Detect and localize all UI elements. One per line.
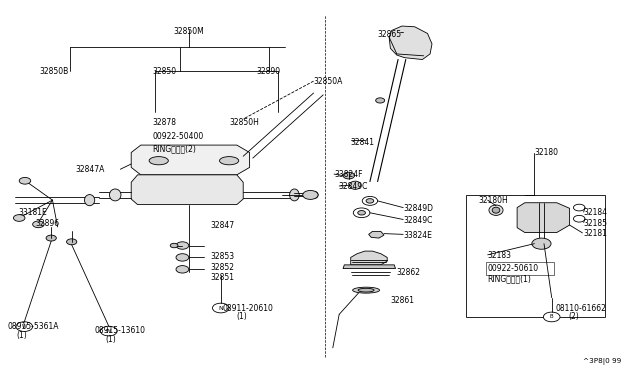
Text: 32852: 32852: [210, 263, 234, 272]
Text: 32850A: 32850A: [314, 77, 343, 86]
Ellipse shape: [489, 205, 503, 215]
Text: 33824F: 33824F: [334, 170, 363, 179]
Text: (2): (2): [568, 312, 579, 321]
Text: W: W: [106, 328, 111, 334]
Ellipse shape: [220, 157, 239, 165]
Text: 32850H: 32850H: [229, 118, 259, 126]
Text: ^3P8|0 99: ^3P8|0 99: [582, 358, 621, 365]
Text: 32890: 32890: [256, 67, 280, 76]
Circle shape: [353, 208, 370, 218]
Circle shape: [358, 211, 365, 215]
Text: 32841: 32841: [351, 138, 375, 147]
Circle shape: [366, 199, 374, 203]
Text: 32862: 32862: [397, 268, 421, 277]
Circle shape: [543, 312, 560, 322]
Text: 00922-50400: 00922-50400: [152, 132, 204, 141]
Polygon shape: [389, 26, 432, 60]
Polygon shape: [369, 231, 384, 238]
Text: 32183: 32183: [488, 251, 512, 260]
Circle shape: [100, 326, 117, 336]
Text: W: W: [22, 324, 27, 329]
Text: 33181E: 33181E: [18, 208, 47, 217]
Circle shape: [16, 322, 33, 331]
Text: 32849D: 32849D: [403, 204, 433, 213]
Text: (1): (1): [237, 312, 248, 321]
Text: 08915-13610: 08915-13610: [95, 326, 146, 335]
Text: 32896: 32896: [35, 219, 60, 228]
Ellipse shape: [353, 287, 380, 293]
Text: 08915-5361A: 08915-5361A: [8, 322, 59, 331]
Bar: [486, 262, 554, 275]
Text: N: N: [218, 305, 223, 311]
Ellipse shape: [109, 189, 121, 201]
Ellipse shape: [149, 157, 168, 165]
Text: 32849C: 32849C: [338, 182, 367, 191]
Circle shape: [19, 177, 31, 184]
Circle shape: [176, 266, 189, 273]
Text: 08911-20610: 08911-20610: [223, 304, 273, 312]
Circle shape: [176, 254, 189, 261]
Circle shape: [33, 221, 44, 228]
Text: 32853: 32853: [210, 252, 234, 261]
Text: 32850M: 32850M: [173, 27, 204, 36]
Circle shape: [362, 196, 378, 205]
Bar: [466, 195, 605, 317]
Ellipse shape: [290, 189, 300, 201]
Text: 32180: 32180: [534, 148, 558, 157]
Circle shape: [176, 242, 189, 249]
Text: 00922-50610: 00922-50610: [488, 264, 539, 273]
Text: 32181: 32181: [584, 229, 607, 238]
Ellipse shape: [358, 288, 374, 292]
Text: (1): (1): [16, 331, 27, 340]
Circle shape: [170, 243, 178, 248]
Text: 32849C: 32849C: [403, 216, 433, 225]
Polygon shape: [517, 203, 570, 232]
Polygon shape: [131, 175, 243, 205]
Text: 32847: 32847: [210, 221, 234, 230]
Circle shape: [212, 303, 229, 313]
Circle shape: [532, 238, 551, 249]
Text: 32184: 32184: [584, 208, 608, 217]
Circle shape: [13, 215, 25, 221]
Text: 32180H: 32180H: [479, 196, 508, 205]
Polygon shape: [343, 265, 396, 269]
Text: RINGリング(1): RINGリング(1): [488, 275, 532, 283]
Text: B: B: [550, 314, 554, 320]
Circle shape: [573, 204, 585, 211]
Circle shape: [376, 98, 385, 103]
Circle shape: [343, 172, 355, 179]
Text: 32185: 32185: [584, 219, 608, 228]
Text: (1): (1): [106, 335, 116, 344]
Text: 32861: 32861: [390, 296, 415, 305]
Circle shape: [573, 215, 585, 222]
Text: 32851: 32851: [210, 273, 234, 282]
Circle shape: [46, 235, 56, 241]
Text: 32865: 32865: [378, 30, 402, 39]
Text: 32850: 32850: [152, 67, 177, 76]
Ellipse shape: [312, 192, 318, 198]
Ellipse shape: [492, 207, 500, 213]
Ellipse shape: [349, 181, 361, 189]
Text: 33824E: 33824E: [403, 231, 432, 240]
Circle shape: [303, 190, 318, 199]
Polygon shape: [351, 251, 387, 265]
Circle shape: [67, 239, 77, 245]
Text: 08110-61662: 08110-61662: [556, 304, 606, 312]
Polygon shape: [131, 145, 250, 175]
Text: 32850B: 32850B: [40, 67, 69, 76]
Ellipse shape: [84, 195, 95, 206]
Text: 32878: 32878: [152, 118, 177, 126]
Text: 32847A: 32847A: [76, 165, 105, 174]
Text: RINGリング(2): RINGリング(2): [152, 144, 196, 153]
